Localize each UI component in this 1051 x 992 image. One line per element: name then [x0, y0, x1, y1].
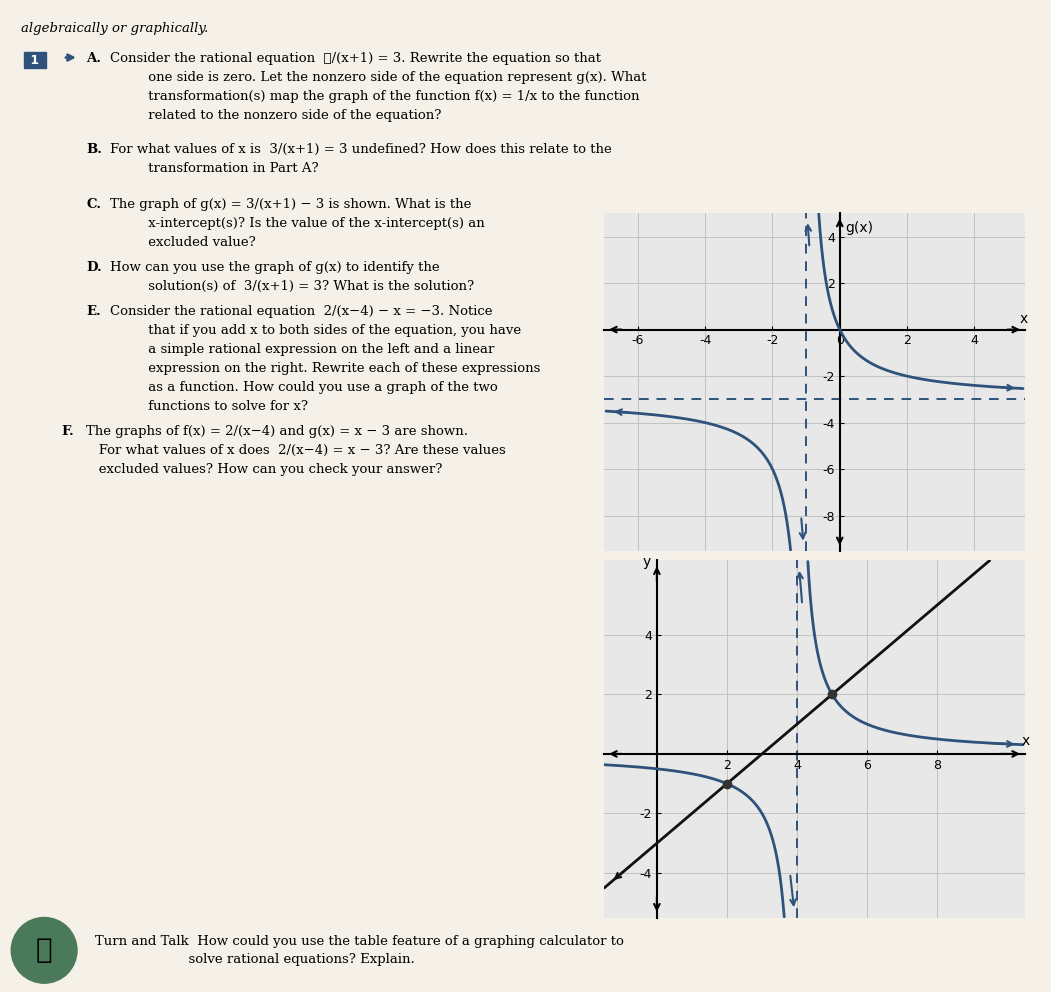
- Text: x: x: [1019, 311, 1028, 325]
- Text: Consider the rational equation  ㏑/(x+1) = 3. Rewrite the equation so that
      : Consider the rational equation ㏑/(x+1) =…: [110, 52, 646, 122]
- Text: How can you use the graph of g(x) to identify the
         solution(s) of  3/(x+: How can you use the graph of g(x) to ide…: [110, 261, 474, 293]
- Text: For what values of x is  3/(x+1) = 3 undefined? How does this relate to the
    : For what values of x is 3/(x+1) = 3 unde…: [110, 143, 612, 175]
- Text: C.: C.: [86, 198, 101, 211]
- Text: The graph of g(x) = 3/(x+1) − 3 is shown. What is the
         x-intercept(s)? I: The graph of g(x) = 3/(x+1) − 3 is shown…: [110, 198, 486, 249]
- Text: D.: D.: [86, 261, 102, 274]
- Text: The graphs of f(x) = 2/(x−4) and g(x) = x − 3 are shown.
   For what values of x: The graphs of f(x) = 2/(x−4) and g(x) = …: [86, 425, 506, 475]
- Text: algebraically or graphically.: algebraically or graphically.: [21, 22, 208, 35]
- Text: 1: 1: [26, 54, 44, 66]
- Text: F.: F.: [61, 425, 74, 437]
- Text: Turn and Talk  How could you use the table feature of a graphing calculator to
 : Turn and Talk How could you use the tabl…: [95, 935, 623, 966]
- Text: y: y: [642, 556, 651, 569]
- Text: g(x): g(x): [845, 221, 872, 235]
- Text: A.: A.: [86, 52, 101, 64]
- Text: B.: B.: [86, 143, 102, 156]
- Circle shape: [12, 918, 77, 983]
- Text: x: x: [1022, 734, 1030, 748]
- Text: 🐢: 🐢: [36, 936, 53, 964]
- Text: Consider the rational equation  2/(x−4) − x = −3. Notice
         that if you ad: Consider the rational equation 2/(x−4) −…: [110, 305, 540, 413]
- Text: E.: E.: [86, 305, 101, 317]
